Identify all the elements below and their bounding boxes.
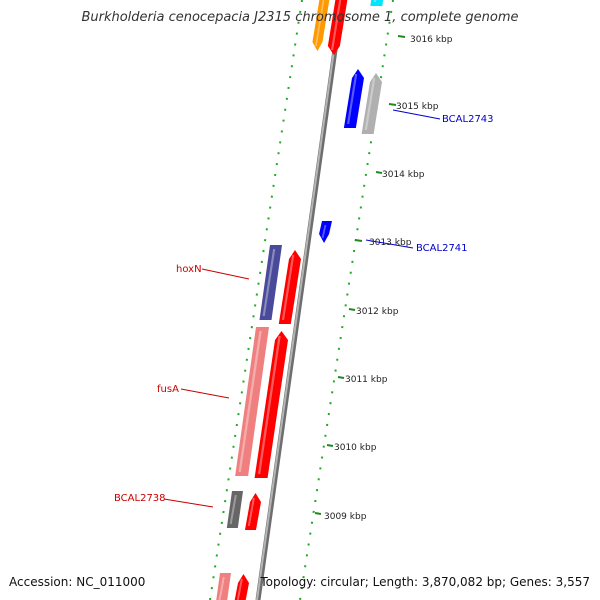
gene-blue-bcal2743[interactable] [343, 69, 364, 128]
chromosome-backbone [255, 0, 345, 600]
gene-label-bcal2743[interactable]: BCAL2743 [392, 109, 494, 125]
gene-orange-highlight [315, 0, 325, 47]
gene-labels: BCAL2743 BCAL2741 hoxN fusA BCAL2738 [114, 109, 494, 508]
scale-ticks: 3016 kbp 3015 kbp 3014 kbp 3013 kbp 3012… [314, 35, 453, 522]
gene-blue-bcal2741[interactable] [319, 221, 332, 243]
gene-red-top[interactable] [327, 0, 348, 55]
tick-3016: 3016 kbp [397, 35, 453, 45]
tick-label: 3014 kbp [382, 170, 425, 180]
svg-text:BCAL2741: BCAL2741 [416, 243, 468, 254]
tick-3014: 3014 kbp [375, 170, 425, 180]
tick-3011: 3011 kbp [337, 375, 388, 385]
tick-3015: 3015 kbp [388, 102, 439, 112]
gene-navy-hoxn-highlight [262, 248, 276, 317]
tick-3013: 3013 kbp [354, 238, 412, 248]
gene-grey-bcal2738[interactable] [226, 491, 243, 528]
gene-pink-fusa-highlight [238, 330, 262, 473]
tick-label: 3010 kbp [334, 443, 377, 453]
tick-label: 3012 kbp [356, 307, 399, 317]
gene-pink-bottom[interactable] [216, 573, 231, 600]
svg-text:BCAL2743: BCAL2743 [442, 114, 494, 125]
gene-red-fusa-highlight [257, 335, 281, 475]
gene-blue-bcal2741-highlight [321, 224, 327, 239]
gene-red-fusa[interactable] [254, 331, 288, 478]
tick-3009: 3009 kbp [314, 512, 367, 522]
gene-red-bottom-highlight [236, 578, 243, 600]
map-title: Burkholderia cenocepacia J2315 chromosom… [81, 10, 519, 25]
topology-text: Topology: circular; Length: 3,870,082 bp… [260, 575, 590, 589]
gene-red-bcal2738-highlight [247, 497, 255, 527]
gene-red-hoxn-highlight [281, 254, 295, 321]
tick-label: 3013 kbp [369, 238, 412, 248]
gene-orange[interactable] [312, 0, 330, 51]
gene-grey-bcal2738-highlight [229, 494, 237, 525]
gene-red-hoxn[interactable] [278, 250, 301, 324]
tick-label: 3015 kbp [396, 102, 439, 112]
gene-label-bcal2738[interactable]: BCAL2738 [114, 493, 214, 508]
gene-red-bottom[interactable] [234, 574, 249, 600]
gene-cyan-top[interactable] [370, 0, 384, 6]
svg-text:hoxN: hoxN [176, 264, 202, 275]
tick-label: 3016 kbp [410, 35, 453, 45]
gene-lightgrey-highlight [364, 77, 376, 131]
gene-red-bcal2738[interactable] [244, 493, 261, 530]
gene-navy-hoxn[interactable] [259, 245, 283, 320]
svg-text:fusA: fusA [157, 384, 179, 395]
gene-label-fusa[interactable]: fusA [157, 384, 230, 399]
gene-features [216, 0, 384, 600]
gene-cyan-top-highlight [373, 0, 377, 3]
tick-label: 3011 kbp [345, 375, 388, 385]
svg-text:BCAL2738: BCAL2738 [114, 493, 166, 504]
gene-lightgrey[interactable] [361, 73, 382, 134]
gene-label-hoxn[interactable]: hoxN [176, 264, 250, 280]
gene-label-bcal2741[interactable]: BCAL2741 [365, 239, 468, 254]
tick-label: 3009 kbp [324, 512, 367, 522]
tick-3010: 3010 kbp [326, 443, 377, 453]
gene-pink-bottom-highlight [218, 576, 225, 600]
accession-text: Accession: NC_011000 [9, 575, 146, 589]
gene-red-top-highlight [331, 0, 342, 51]
tick-3012: 3012 kbp [348, 307, 399, 317]
gene-blue-bcal2743-highlight [347, 73, 358, 125]
gene-pink-fusa[interactable] [235, 327, 269, 476]
